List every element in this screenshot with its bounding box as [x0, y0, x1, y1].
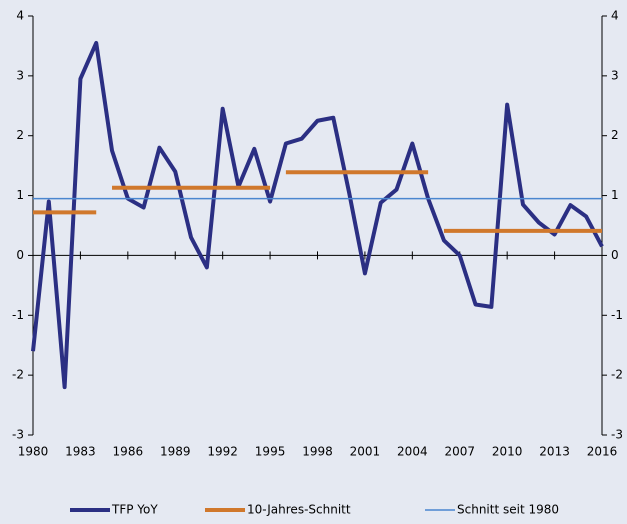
y2-tick-label: -2 — [611, 368, 623, 382]
x-tick-label: 1986 — [113, 445, 144, 459]
x-tick-label: 1995 — [255, 445, 286, 459]
y2-tick-label: 1 — [611, 188, 619, 202]
y2-tick-label: 3 — [611, 68, 619, 82]
y-tick-label: 4 — [16, 9, 24, 23]
x-tick-label: 1983 — [65, 445, 96, 459]
x-tick-label: 2010 — [492, 445, 523, 459]
y-tick-label: -3 — [12, 428, 24, 442]
y2-tick-label: 2 — [611, 128, 619, 142]
y-tick-label: -2 — [12, 368, 24, 382]
x-tick-label: 2016 — [587, 445, 618, 459]
x-tick-label: 1989 — [160, 445, 191, 459]
legend-label: 10-Jahres-Schnitt — [247, 503, 351, 517]
y2-tick-label: -1 — [611, 308, 623, 322]
x-tick-label: 2013 — [539, 445, 570, 459]
y2-tick-label: 0 — [611, 248, 619, 262]
x-tick-label: 1998 — [302, 445, 333, 459]
y-tick-label: 3 — [16, 68, 24, 82]
x-tick-label: 1980 — [18, 445, 49, 459]
y-tick-label: 1 — [16, 188, 24, 202]
legend-label: TFP YoY — [111, 503, 158, 517]
y-tick-label: -1 — [12, 308, 24, 322]
y2-tick-label: -3 — [611, 428, 623, 442]
x-tick-label: 2004 — [397, 445, 428, 459]
x-tick-label: 2007 — [444, 445, 475, 459]
x-tick-label: 2001 — [350, 445, 381, 459]
y2-tick-label: 4 — [611, 9, 619, 23]
y-tick-label: 0 — [16, 248, 24, 262]
series-line — [31, 40, 604, 390]
y-tick-label: 2 — [16, 128, 24, 142]
legend-label: Schnitt seit 1980 — [457, 503, 559, 517]
x-tick-label: 1992 — [207, 445, 238, 459]
